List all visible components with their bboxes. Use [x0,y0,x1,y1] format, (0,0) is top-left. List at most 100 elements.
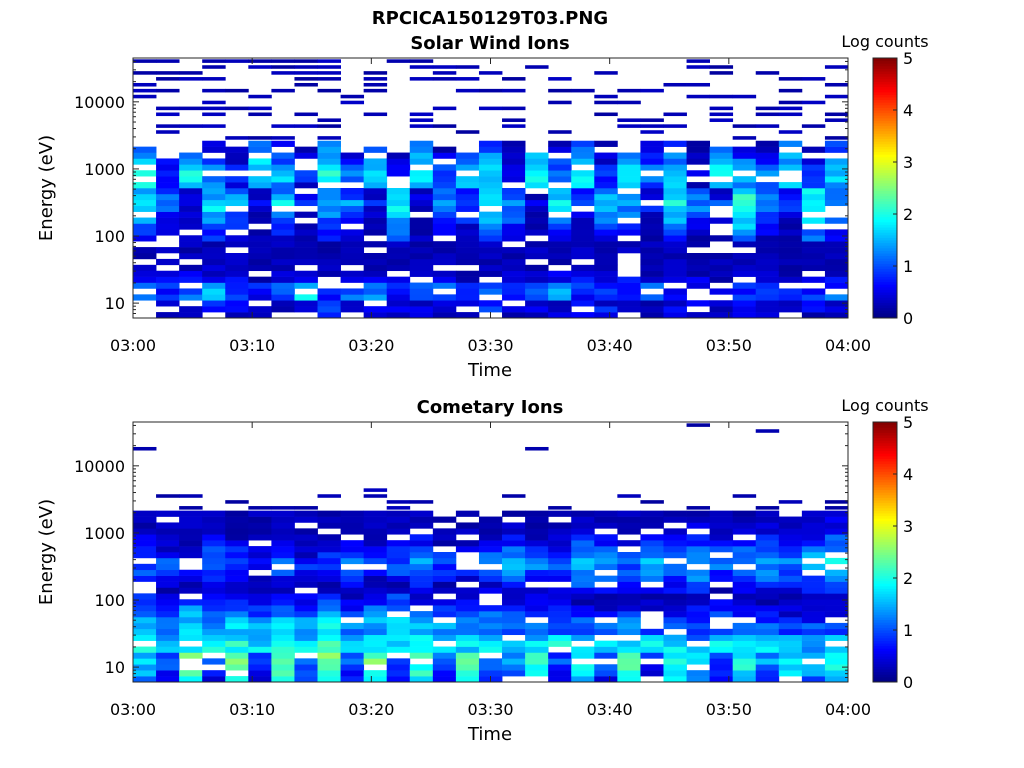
heatmap-cell [617,676,641,683]
heatmap-cell [225,552,249,559]
heatmap-cell [179,494,203,498]
heatmap-cell [317,217,341,224]
heatmap-cell [594,94,618,99]
heatmap-cell [732,599,757,606]
heatmap-cell [432,71,457,75]
heatmap-cell [824,522,849,529]
heatmap-cell [663,622,687,630]
heatmap-cell [179,510,203,517]
heatmap-cell [502,253,526,260]
heatmap-cell [617,282,641,289]
heatmap-cell [478,617,503,624]
colorbar-segment [873,310,897,314]
heatmap-cell [640,276,664,283]
colorbar-segment [873,112,897,116]
heatmap-cell [363,176,388,183]
heatmap-cell [801,217,826,224]
heatmap-cell [340,605,365,612]
heatmap-cell [755,646,780,653]
heatmap-cell [824,546,849,553]
heatmap-cell [432,652,457,659]
x-tick-label: 03:50 [706,336,752,355]
colorbar-segment [873,427,897,431]
heatmap-cell [248,199,272,207]
heatmap-cell [317,510,341,517]
heatmap-cell [594,300,618,307]
heatmap-cell [271,152,295,159]
heatmap-cell [179,628,203,636]
heatmap-cell [294,510,318,517]
heatmap-cell [294,223,318,230]
heatmap-cell [755,546,780,553]
heatmap-cell [156,164,180,171]
heatmap-cell [709,193,734,201]
heatmap-cell [317,540,341,547]
heatmap-cell [801,182,826,189]
heatmap-cell [824,605,849,612]
heatmap-cell [663,581,687,588]
colorbar-segment [873,567,897,571]
heatmap-cell [640,247,664,254]
colorbar-segment [873,255,897,259]
heatmap-cell [133,217,157,224]
heatmap-cell [225,241,249,248]
colorbar-segment [873,271,897,275]
colorbar-segment [873,471,897,475]
heatmap-cell [663,658,687,665]
heatmap-cell [202,581,226,588]
heatmap-cell [386,306,411,313]
heatmap-cell [801,522,826,529]
colorbar-segment [873,208,897,212]
heatmap-cell [386,593,411,600]
heatmap-cell [709,640,734,647]
heatmap-cell [548,247,572,254]
x-tick-label: 03:00 [110,700,156,719]
heatmap-cell [502,622,526,630]
heatmap-cell [778,557,803,565]
heatmap-cell [156,646,180,653]
heatmap-cell [571,146,595,153]
figure-suptitle: RPCICA150129T03.PNG [372,8,608,29]
heatmap-cell [778,182,803,189]
heatmap-cell [594,676,618,683]
heatmap-cell [525,599,549,606]
heatmap-cell [386,253,411,260]
heatmap-cell [663,176,687,183]
colorbar-segment [873,445,897,449]
heatmap-cell [686,670,711,677]
heatmap-cell [156,182,180,189]
heatmap-cell [571,247,595,254]
heatmap-cell [409,676,434,683]
x-tick-label: 03:00 [110,336,156,355]
heatmap-cell [548,664,572,671]
heatmap-cell [225,199,249,207]
heatmap-cell [133,563,157,571]
heatmap-cell [571,229,595,236]
heatmap-cell [686,605,711,612]
x-tick-label: 03:20 [348,700,394,719]
colorbar-segment [873,302,897,306]
colorbar-segment [873,123,897,127]
heatmap-cell [571,170,595,177]
heatmap-cell [478,288,503,295]
colorbar-segment [873,575,897,579]
heatmap-cell [409,118,434,122]
heatmap-cell [548,611,572,618]
colorbar-segment [873,481,897,485]
heatmap-cell [179,288,203,295]
heatmap-cell [778,652,803,659]
heatmap-cell [571,199,595,207]
heatmap-cell [548,146,572,153]
heatmap-cell [502,546,526,553]
heatmap-cell [133,622,157,630]
heatmap-cell [663,288,687,295]
heatmap-cell [202,124,226,128]
heatmap-cell [340,581,365,588]
colorbar-segment [873,624,897,628]
heatmap-cell [617,118,641,122]
colorbar-segment [873,68,897,72]
heatmap-cell [409,534,434,541]
colorbar-segment [873,115,897,119]
heatmap-cell [133,59,157,63]
heatmap-cell [248,646,272,653]
